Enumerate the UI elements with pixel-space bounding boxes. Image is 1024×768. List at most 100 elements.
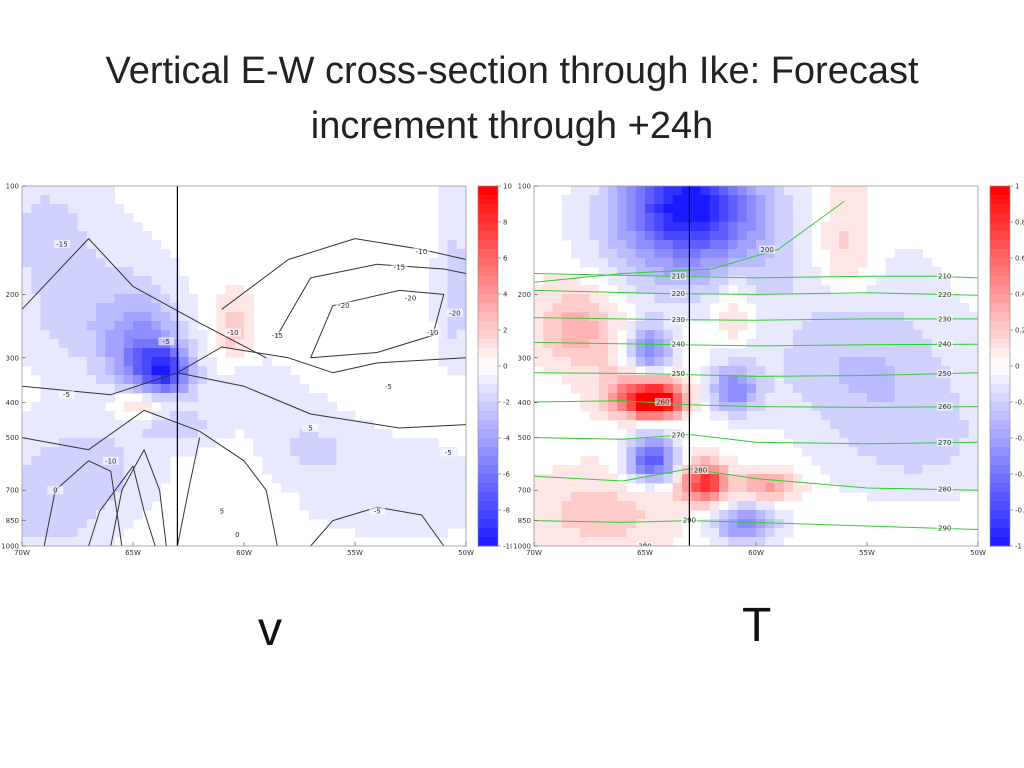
- v-increment-cell: [271, 429, 282, 439]
- t-increment-cell: [839, 267, 849, 277]
- t-increment-cell: [709, 501, 720, 511]
- v-increment-cell: [355, 438, 365, 448]
- t-increment-cell: [645, 357, 655, 367]
- t-increment-cell: [728, 375, 738, 385]
- t-increment-cell: [534, 348, 544, 358]
- t-increment-cell: [848, 321, 859, 331]
- t-increment-cell: [709, 492, 720, 502]
- t-colorbar-tick-label: -1: [1015, 543, 1022, 551]
- t-increment-cell: [913, 474, 923, 484]
- t-increment-cell: [820, 357, 831, 367]
- t-increment-cell: [700, 222, 711, 232]
- t-increment-cell: [839, 348, 849, 358]
- v-increment-cell: [96, 483, 106, 493]
- t-increment-cell: [552, 339, 563, 349]
- v-increment-cell: [77, 438, 88, 448]
- v-increment-cell: [142, 357, 152, 367]
- v-increment-cell: [290, 375, 300, 385]
- t-increment-cell: [552, 330, 563, 340]
- v-colorbar-segment: [478, 474, 498, 484]
- v-increment-cell: [59, 357, 69, 367]
- t-colorbar-segment: [990, 438, 1010, 448]
- v-increment-cell: [188, 447, 199, 457]
- t-increment-cell: [672, 393, 683, 403]
- t-increment-cell: [867, 321, 877, 331]
- t-increment-cell: [589, 195, 600, 205]
- v-increment-cell: [123, 357, 134, 367]
- v-increment-cell: [123, 249, 134, 259]
- v-increment-cell: [429, 519, 439, 529]
- t-contour-label-bg: [936, 290, 953, 299]
- t-increment-cell: [571, 294, 581, 304]
- v-increment-cell: [447, 357, 458, 367]
- v-contour-label-bg: [446, 308, 463, 317]
- v-increment-cell: [244, 303, 254, 313]
- t-increment-cell: [598, 411, 609, 421]
- t-increment-cell: [857, 204, 868, 214]
- t-increment-cell: [894, 474, 905, 484]
- t-increment-cell: [746, 492, 757, 502]
- v-increment-cell: [68, 456, 78, 466]
- v-contour-label-bg: [158, 337, 175, 346]
- t-increment-cell: [885, 366, 896, 376]
- v-increment-cell: [299, 438, 310, 448]
- v-increment-cell: [49, 357, 60, 367]
- t-increment-cell: [867, 294, 877, 304]
- t-colorbar-segment: [990, 276, 1010, 286]
- t-increment-cell: [561, 231, 572, 241]
- v-increment-cell: [22, 195, 32, 205]
- t-increment-cell: [598, 267, 609, 277]
- t-increment-cell: [950, 339, 960, 349]
- t-contour-label: 280: [694, 466, 707, 474]
- v-increment-field: [22, 186, 466, 546]
- v-increment-cell: [59, 330, 69, 340]
- t-increment-cell: [885, 285, 896, 295]
- t-colorbar-segment: [990, 348, 1010, 358]
- t-increment-cell: [737, 240, 748, 250]
- t-increment-cell: [876, 285, 886, 295]
- t-increment-cell: [820, 303, 831, 313]
- v-increment-cell: [456, 276, 466, 286]
- t-contour-label: 230: [672, 316, 685, 324]
- v-increment-cell: [438, 240, 448, 250]
- t-increment-cell: [571, 186, 581, 196]
- t-increment-cell: [552, 537, 563, 546]
- t-increment-cell: [571, 366, 581, 376]
- t-increment-cell: [931, 366, 942, 376]
- t-increment-cell: [654, 195, 664, 205]
- v-increment-cell: [438, 312, 448, 322]
- v-increment-cell: [401, 447, 411, 457]
- v-increment-cell: [133, 294, 143, 304]
- v-increment-cell: [216, 384, 226, 394]
- t-increment-cell: [885, 267, 896, 277]
- t-increment-cell: [598, 384, 609, 394]
- t-increment-cell: [876, 393, 886, 403]
- v-contour-line: [22, 238, 267, 359]
- v-increment-cell: [170, 402, 180, 412]
- v-contour-label: -15: [394, 264, 405, 272]
- t-increment-cell: [774, 528, 785, 538]
- v-increment-cell: [123, 222, 134, 232]
- v-increment-cell: [160, 447, 171, 457]
- v-increment-cell: [133, 303, 143, 313]
- t-colorbar-segment: [990, 204, 1010, 214]
- v-increment-cell: [429, 501, 439, 511]
- t-increment-cell: [857, 456, 868, 466]
- t-increment-cell: [691, 393, 701, 403]
- v-increment-cell: [308, 429, 319, 439]
- t-increment-cell: [552, 294, 563, 304]
- t-increment-cell: [867, 456, 877, 466]
- v-increment-cell: [86, 195, 97, 205]
- t-increment-cell: [728, 519, 738, 529]
- t-increment-cell: [894, 276, 905, 286]
- t-contour-label-bg: [936, 438, 953, 447]
- t-increment-cell: [931, 312, 942, 322]
- v-increment-cell: [392, 447, 402, 457]
- t-increment-cell: [811, 312, 822, 322]
- v-increment-cell: [142, 483, 152, 493]
- v-increment-cell: [40, 393, 51, 403]
- t-increment-cell: [682, 204, 692, 214]
- v-increment-cell: [456, 321, 466, 331]
- v-contour-label: -5: [374, 508, 381, 516]
- v-increment-cell: [207, 357, 217, 367]
